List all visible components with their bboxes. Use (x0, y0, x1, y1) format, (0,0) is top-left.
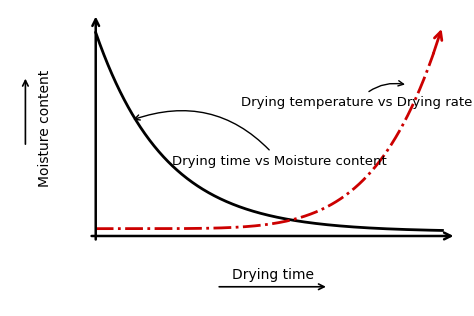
Text: Drying time vs Moisture content: Drying time vs Moisture content (135, 111, 387, 168)
Text: Moisture content: Moisture content (37, 69, 52, 187)
Text: Drying time: Drying time (232, 268, 313, 282)
Text: Drying temperature vs Drying rate: Drying temperature vs Drying rate (241, 81, 473, 109)
